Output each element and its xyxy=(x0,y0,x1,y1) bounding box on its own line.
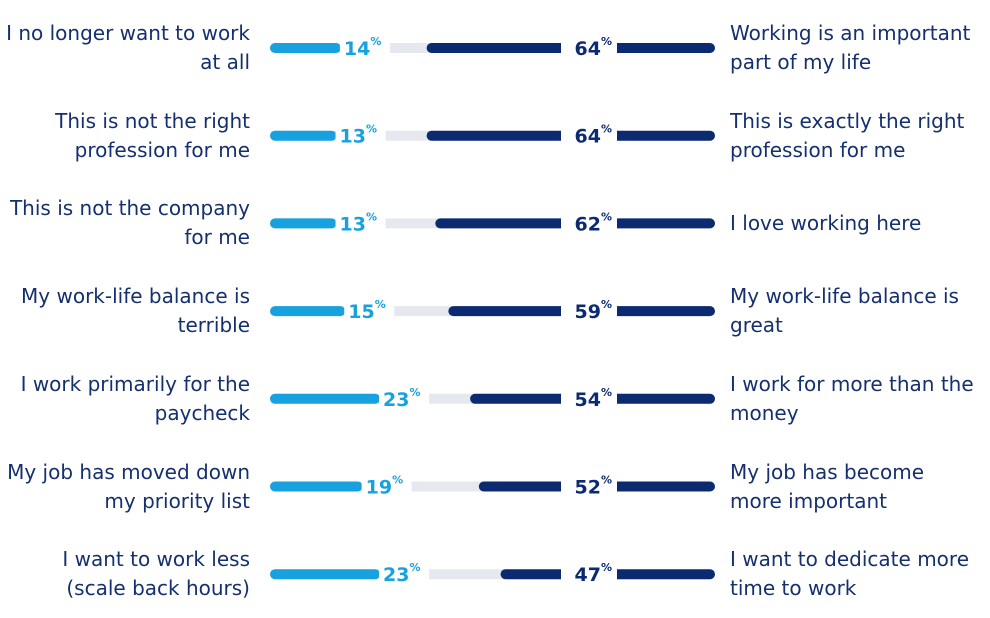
value-number: 52 xyxy=(575,476,601,498)
value-number: 23 xyxy=(383,564,409,586)
value-number: 64 xyxy=(575,125,601,147)
label-bg xyxy=(361,474,412,499)
value-label: 13% xyxy=(340,210,377,235)
label-text: Working is an important part of my life xyxy=(730,21,971,74)
left-label: I no longer want to work at all xyxy=(0,4,250,92)
label-text: My job has moved down my priority list xyxy=(7,459,250,513)
value-unit: % xyxy=(366,210,377,223)
left-label: My job has moved down my priority list xyxy=(0,443,250,531)
label-text: I work primarily for the paycheck xyxy=(20,371,250,425)
value-number: 19 xyxy=(366,476,392,498)
label-text: This is not the company for me xyxy=(9,196,250,250)
value-label: 52% xyxy=(575,474,612,499)
label-bg xyxy=(561,211,617,236)
value-unit: % xyxy=(601,123,612,136)
left-label: I work primarily for the paycheck xyxy=(0,355,250,443)
label-bg xyxy=(561,386,617,411)
label-bg xyxy=(335,123,386,148)
left-label: My work-life balance is terrible xyxy=(0,267,250,355)
value-unit: % xyxy=(601,474,612,487)
label-bg xyxy=(561,36,617,60)
value-label: 23% xyxy=(383,561,420,586)
value-unit: % xyxy=(601,35,612,48)
label-bg xyxy=(561,474,617,499)
value-label: 15% xyxy=(348,298,385,323)
right-label: This is exactly the right profession for… xyxy=(730,92,980,180)
label-text: My work-life balance is great xyxy=(730,284,959,338)
label-text: This is exactly the right profession for… xyxy=(730,108,965,162)
right-label: I want to dedicate more time to work xyxy=(730,530,980,618)
value-number: 64 xyxy=(575,38,601,60)
label-text: This is not the right profession for me xyxy=(55,108,250,162)
label-bg xyxy=(561,123,617,148)
label-bg xyxy=(344,299,395,324)
value-label: 13% xyxy=(340,123,377,148)
value-label: 14% xyxy=(344,35,381,60)
value-label: 64% xyxy=(575,123,612,148)
label-bg xyxy=(379,386,430,411)
label-text: I want to dedicate more time to work xyxy=(730,547,969,601)
value-number: 54 xyxy=(575,388,601,410)
value-number: 62 xyxy=(575,213,601,235)
right-label: My work-life balance is great xyxy=(730,267,980,355)
label-text: I want to work less (scale back hours) xyxy=(62,547,250,601)
value-label: 64% xyxy=(575,35,612,60)
label-text: My job has become more important xyxy=(730,459,925,513)
right-label: I love working here xyxy=(730,179,980,267)
left-label: This is not the right profession for me xyxy=(0,92,250,180)
value-number: 59 xyxy=(575,301,601,323)
value-unit: % xyxy=(601,210,612,223)
label-text: I work for more than the money xyxy=(730,371,974,425)
value-unit: % xyxy=(410,561,421,574)
value-unit: % xyxy=(601,386,612,399)
label-bg xyxy=(335,211,386,236)
value-label: 54% xyxy=(575,386,612,411)
value-number: 15 xyxy=(348,301,374,323)
value-unit: % xyxy=(601,561,612,574)
value-label: 47% xyxy=(575,561,612,586)
right-label: My job has become more important xyxy=(730,443,980,531)
label-bg xyxy=(561,562,617,587)
value-number: 14 xyxy=(344,38,370,60)
value-number: 13 xyxy=(340,125,366,147)
value-unit: % xyxy=(392,474,403,487)
label-text: I love working here xyxy=(730,210,922,235)
value-number: 13 xyxy=(340,213,366,235)
label-bg xyxy=(561,299,617,324)
value-unit: % xyxy=(601,298,612,311)
value-unit: % xyxy=(375,298,386,311)
right-label: I work for more than the money xyxy=(730,355,980,443)
left-label: I want to work less (scale back hours) xyxy=(0,530,250,618)
value-number: 23 xyxy=(383,388,409,410)
value-label: 59% xyxy=(575,298,612,323)
right-label: Working is an important part of my life xyxy=(730,4,980,92)
value-label: 19% xyxy=(366,474,403,499)
label-text: I no longer want to work at all xyxy=(6,21,250,74)
value-label: 62% xyxy=(575,210,612,235)
value-unit: % xyxy=(366,123,377,136)
label-bg xyxy=(379,562,430,587)
label-bg xyxy=(339,36,390,60)
value-number: 47 xyxy=(575,564,601,586)
value-label: 23% xyxy=(383,386,420,411)
label-text: My work-life balance is terrible xyxy=(21,284,250,338)
value-unit: % xyxy=(410,386,421,399)
value-unit: % xyxy=(370,35,381,48)
left-label: This is not the company for me xyxy=(0,179,250,267)
